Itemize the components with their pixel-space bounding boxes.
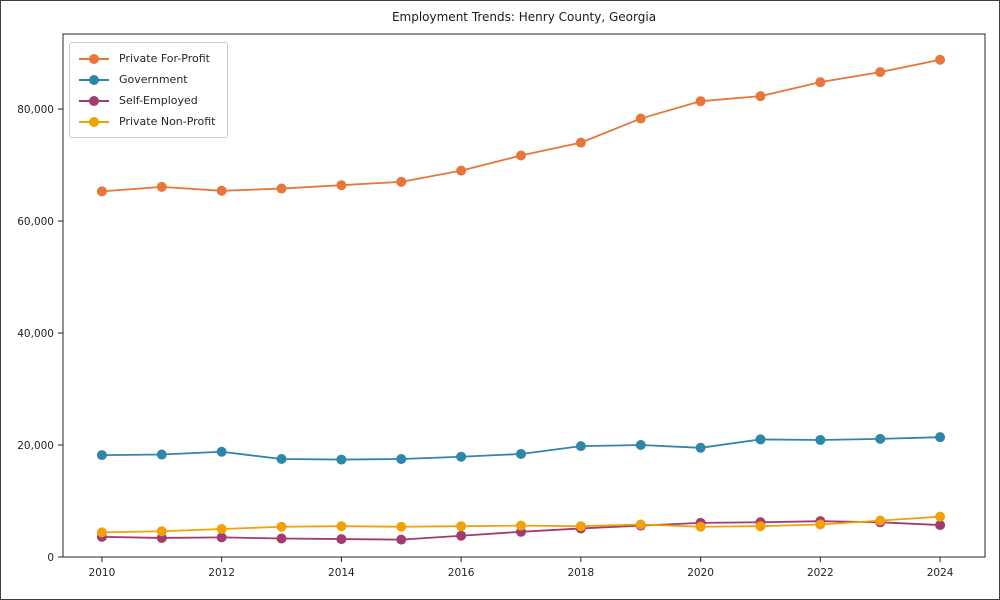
data-point-marker: [456, 451, 467, 462]
data-point-marker: [875, 515, 886, 526]
data-point-marker: [96, 450, 107, 461]
plot-frame: [62, 33, 986, 558]
data-point-marker: [336, 454, 347, 465]
legend-item-self-employed: Self-Employed: [79, 92, 215, 109]
data-point-marker: [695, 442, 706, 453]
legend-label: Private For-Profit: [119, 52, 210, 65]
data-point-marker: [935, 432, 946, 443]
data-point-marker: [935, 54, 946, 65]
x-tick-label: 2016: [448, 567, 475, 579]
data-point-marker: [755, 91, 766, 102]
legend-marker-icon: [79, 116, 109, 127]
data-point-marker: [935, 520, 946, 531]
x-tick-label: 2022: [807, 567, 834, 579]
data-point-marker: [875, 67, 886, 78]
data-point-marker: [216, 185, 227, 196]
x-tick-label: 2012: [208, 567, 235, 579]
legend-item-government: Government: [79, 71, 215, 88]
legend: Private For-Profit Government Self-Emplo…: [69, 42, 229, 138]
data-point-marker: [216, 532, 227, 543]
data-point-marker: [276, 454, 287, 465]
data-point-marker: [96, 186, 107, 197]
data-point-marker: [216, 524, 227, 535]
legend-label: Self-Employed: [119, 94, 198, 107]
data-point-marker: [156, 181, 167, 192]
data-point-marker: [96, 527, 107, 538]
legend-label: Government: [119, 73, 188, 86]
x-tick-label: 2024: [927, 567, 954, 579]
data-point-marker: [695, 521, 706, 532]
data-point-marker: [396, 521, 407, 532]
legend-item-private-non-profit: Private Non-Profit: [79, 113, 215, 130]
data-point-marker: [396, 454, 407, 465]
data-point-marker: [156, 526, 167, 537]
x-tick-label: 2010: [89, 567, 116, 579]
y-tick-label: 0: [47, 552, 54, 564]
data-point-marker: [755, 521, 766, 532]
data-point-marker: [156, 449, 167, 460]
data-point-marker: [396, 534, 407, 545]
data-point-marker: [396, 176, 407, 187]
data-point-marker: [635, 440, 646, 451]
chart-title: Employment Trends: Henry County, Georgia: [391, 10, 657, 24]
legend-item-private-for-profit: Private For-Profit: [79, 50, 215, 67]
legend-marker-icon: [79, 53, 109, 64]
data-point-marker: [516, 448, 527, 459]
y-tick-label: 60,000: [17, 216, 54, 228]
data-point-marker: [336, 180, 347, 191]
y-tick-label: 20,000: [17, 440, 54, 452]
y-tick-label: 80,000: [17, 104, 54, 116]
data-point-marker: [635, 519, 646, 530]
data-point-marker: [276, 533, 287, 544]
data-point-marker: [276, 521, 287, 532]
legend-marker-icon: [79, 95, 109, 106]
data-point-marker: [695, 96, 706, 107]
data-point-marker: [516, 520, 527, 531]
data-point-marker: [456, 530, 467, 541]
data-point-marker: [815, 434, 826, 445]
data-point-marker: [336, 521, 347, 532]
data-point-marker: [815, 519, 826, 530]
data-point-marker: [516, 150, 527, 161]
legend-marker-icon: [79, 74, 109, 85]
data-point-marker: [755, 434, 766, 445]
x-tick-label: 2018: [568, 567, 595, 579]
x-tick-label: 2020: [687, 567, 714, 579]
data-point-marker: [635, 113, 646, 124]
data-point-marker: [875, 433, 886, 444]
data-point-marker: [575, 521, 586, 532]
data-point-marker: [575, 441, 586, 452]
legend-label: Private Non-Profit: [119, 115, 216, 128]
data-point-marker: [456, 521, 467, 532]
data-point-marker: [456, 165, 467, 176]
data-point-marker: [336, 534, 347, 545]
data-point-marker: [216, 446, 227, 457]
y-tick-label: 40,000: [17, 328, 54, 340]
data-point-marker: [575, 137, 586, 148]
x-tick-label: 2014: [328, 567, 355, 579]
data-point-marker: [276, 183, 287, 194]
data-point-marker: [815, 77, 826, 88]
data-point-marker: [935, 511, 946, 522]
